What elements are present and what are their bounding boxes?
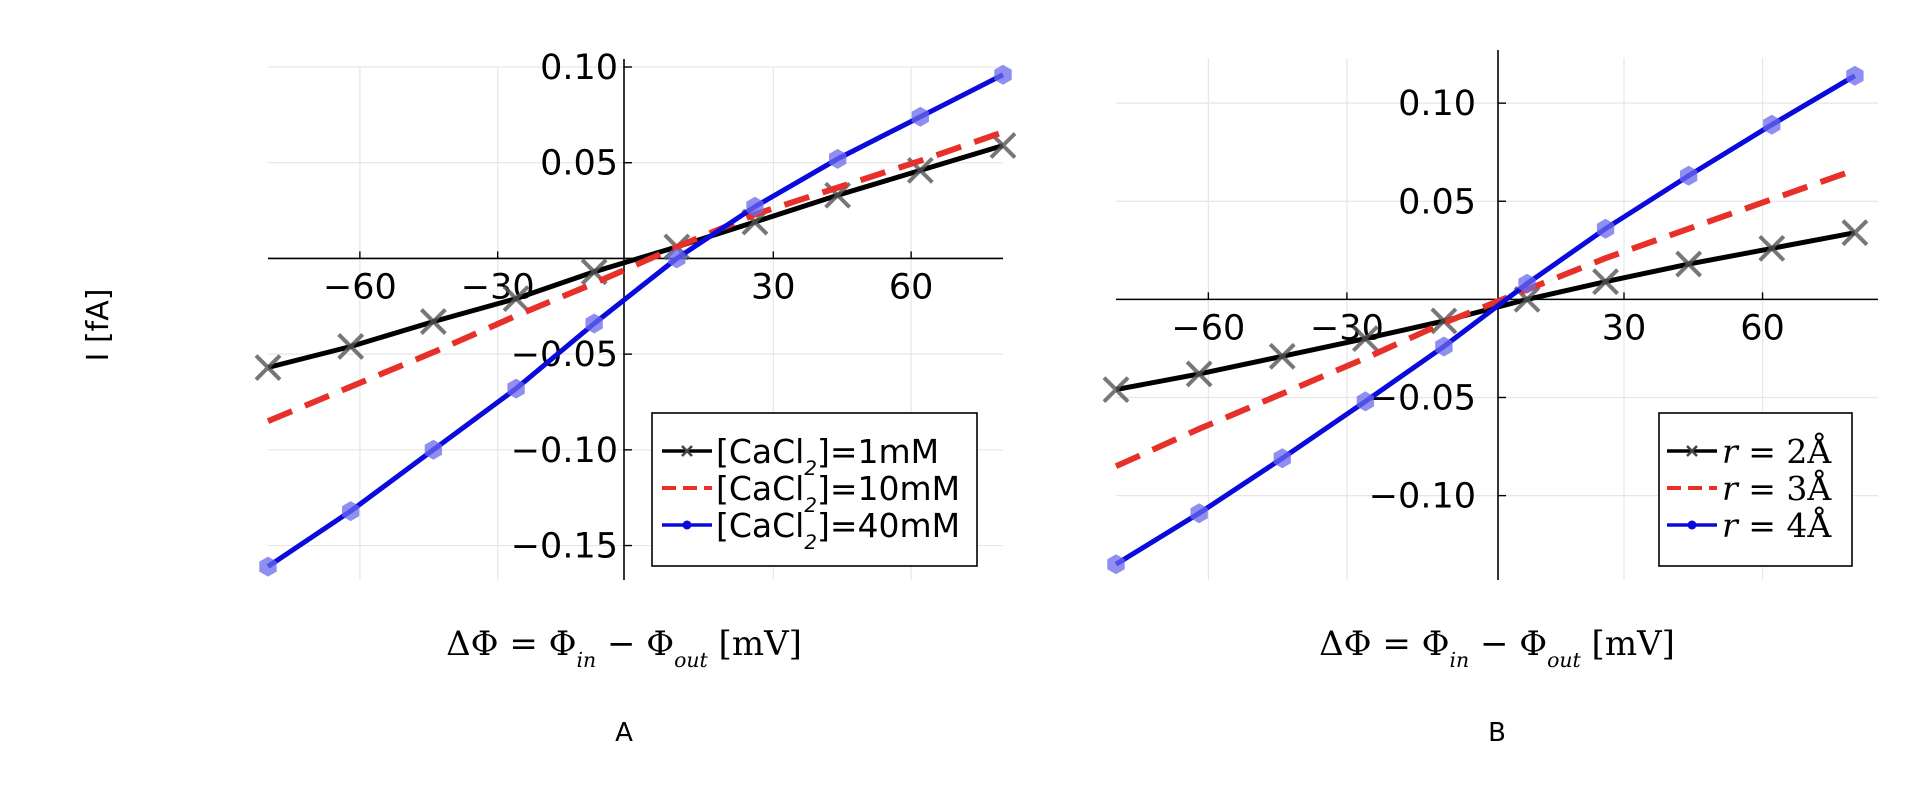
data-point-hexagon-marker — [424, 439, 442, 460]
data-point-x-marker — [1430, 307, 1458, 335]
y-tick-label: −0.15 — [511, 527, 618, 567]
x-tick-label: 30 — [751, 267, 796, 307]
series-line-1 — [1115, 230, 1856, 393]
data-point-x-marker — [1268, 342, 1296, 370]
data-point-x-marker — [1185, 360, 1213, 388]
panel-a: −60 −30 30 60 0.10 0.05 −0.05 −0.10 −0.15 [CaCl2]… — [254, 48, 1017, 748]
data-point-hexagon-marker — [829, 148, 847, 169]
data-point-x-marker — [1758, 234, 1786, 262]
series-line-3 — [1114, 73, 1857, 567]
data-point-hexagon-marker — [1680, 165, 1698, 186]
series-line-1 — [267, 143, 1004, 370]
data-point-x-marker — [1102, 376, 1130, 404]
data-point-hexagon-marker — [1273, 448, 1291, 469]
data-point-hexagon-marker — [342, 501, 360, 522]
legend-label: r = 3Å — [1722, 468, 1832, 508]
data-point-hexagon-marker — [1435, 336, 1453, 357]
y-tick-label: −0.05 — [511, 335, 618, 375]
y-tick-label: 0.05 — [540, 144, 618, 184]
legend-label: [CaCl2]=1mM — [716, 432, 939, 480]
data-point-hexagon-marker — [994, 64, 1012, 85]
legend-marker — [1687, 520, 1697, 530]
data-point-hexagon-marker — [1846, 65, 1864, 86]
data-point-hexagon-marker — [259, 556, 277, 577]
data-point-x-marker — [1592, 268, 1619, 296]
data-point-x-marker — [502, 285, 530, 313]
legend-label: [CaCl2]=10mM — [716, 469, 960, 517]
data-point-x-marker — [1841, 219, 1869, 247]
data-point-hexagon-marker — [911, 106, 929, 127]
legend-label: r = 4Å — [1722, 505, 1832, 545]
series-line-2 — [1114, 167, 1856, 469]
legend-marker — [682, 520, 692, 530]
data-point-hexagon-marker — [746, 196, 764, 217]
data-point-hexagon-marker — [1107, 554, 1125, 575]
data-point-x-marker — [419, 308, 447, 336]
data-point-hexagon-marker — [507, 378, 525, 399]
panel-b: −60 −30 30 600.100.05−0.05−0.10r = 2År = 3Å… — [1102, 50, 1878, 748]
data-point-hexagon-marker — [585, 313, 603, 334]
data-point-hexagon-marker — [1596, 218, 1615, 239]
data-point-hexagon-marker — [1763, 114, 1781, 135]
x-tick-label: −60 — [1171, 308, 1245, 348]
x-axis-label: ΔΦ = Φin − Φout [mV] — [446, 624, 802, 672]
legend-label: r = 2Å — [1722, 431, 1832, 471]
data-point-hexagon-marker — [668, 248, 686, 269]
x-axis-label: ΔΦ = Φin − Φout [mV] — [1319, 624, 1675, 672]
data-point-hexagon-marker — [1190, 503, 1208, 524]
y-tick-label: −0.10 — [1369, 477, 1476, 517]
series-line-2 — [266, 129, 1004, 424]
y-tick-label: −0.10 — [511, 431, 618, 471]
x-tick-label: 30 — [1602, 308, 1647, 348]
data-point-x-marker — [254, 354, 282, 381]
x-tick-label: 60 — [1740, 308, 1785, 348]
data-point-hexagon-marker — [1356, 391, 1374, 412]
y-tick-label: 0.10 — [540, 48, 618, 88]
legend-label: [CaCl2]=40mM — [716, 506, 960, 554]
y-tick-label: 0.10 — [1398, 84, 1476, 124]
legend-marker — [1686, 445, 1698, 457]
legend-marker — [681, 445, 693, 457]
data-point-x-marker — [337, 333, 365, 360]
x-tick-label: 60 — [889, 267, 934, 307]
panel-label: B — [1488, 718, 1506, 748]
y-tick-label: −0.05 — [1369, 378, 1476, 418]
panel-label: A — [615, 718, 633, 748]
series-line-3 — [266, 72, 1005, 569]
y-axis-label: I [fA] — [81, 289, 116, 362]
x-tick-label: −30 — [461, 267, 535, 307]
data-point-hexagon-marker — [1518, 273, 1536, 294]
data-point-x-marker — [1351, 325, 1379, 353]
x-tick-label: −60 — [323, 267, 397, 307]
y-tick-label: 0.05 — [1398, 182, 1476, 222]
data-point-x-marker — [1675, 250, 1703, 278]
